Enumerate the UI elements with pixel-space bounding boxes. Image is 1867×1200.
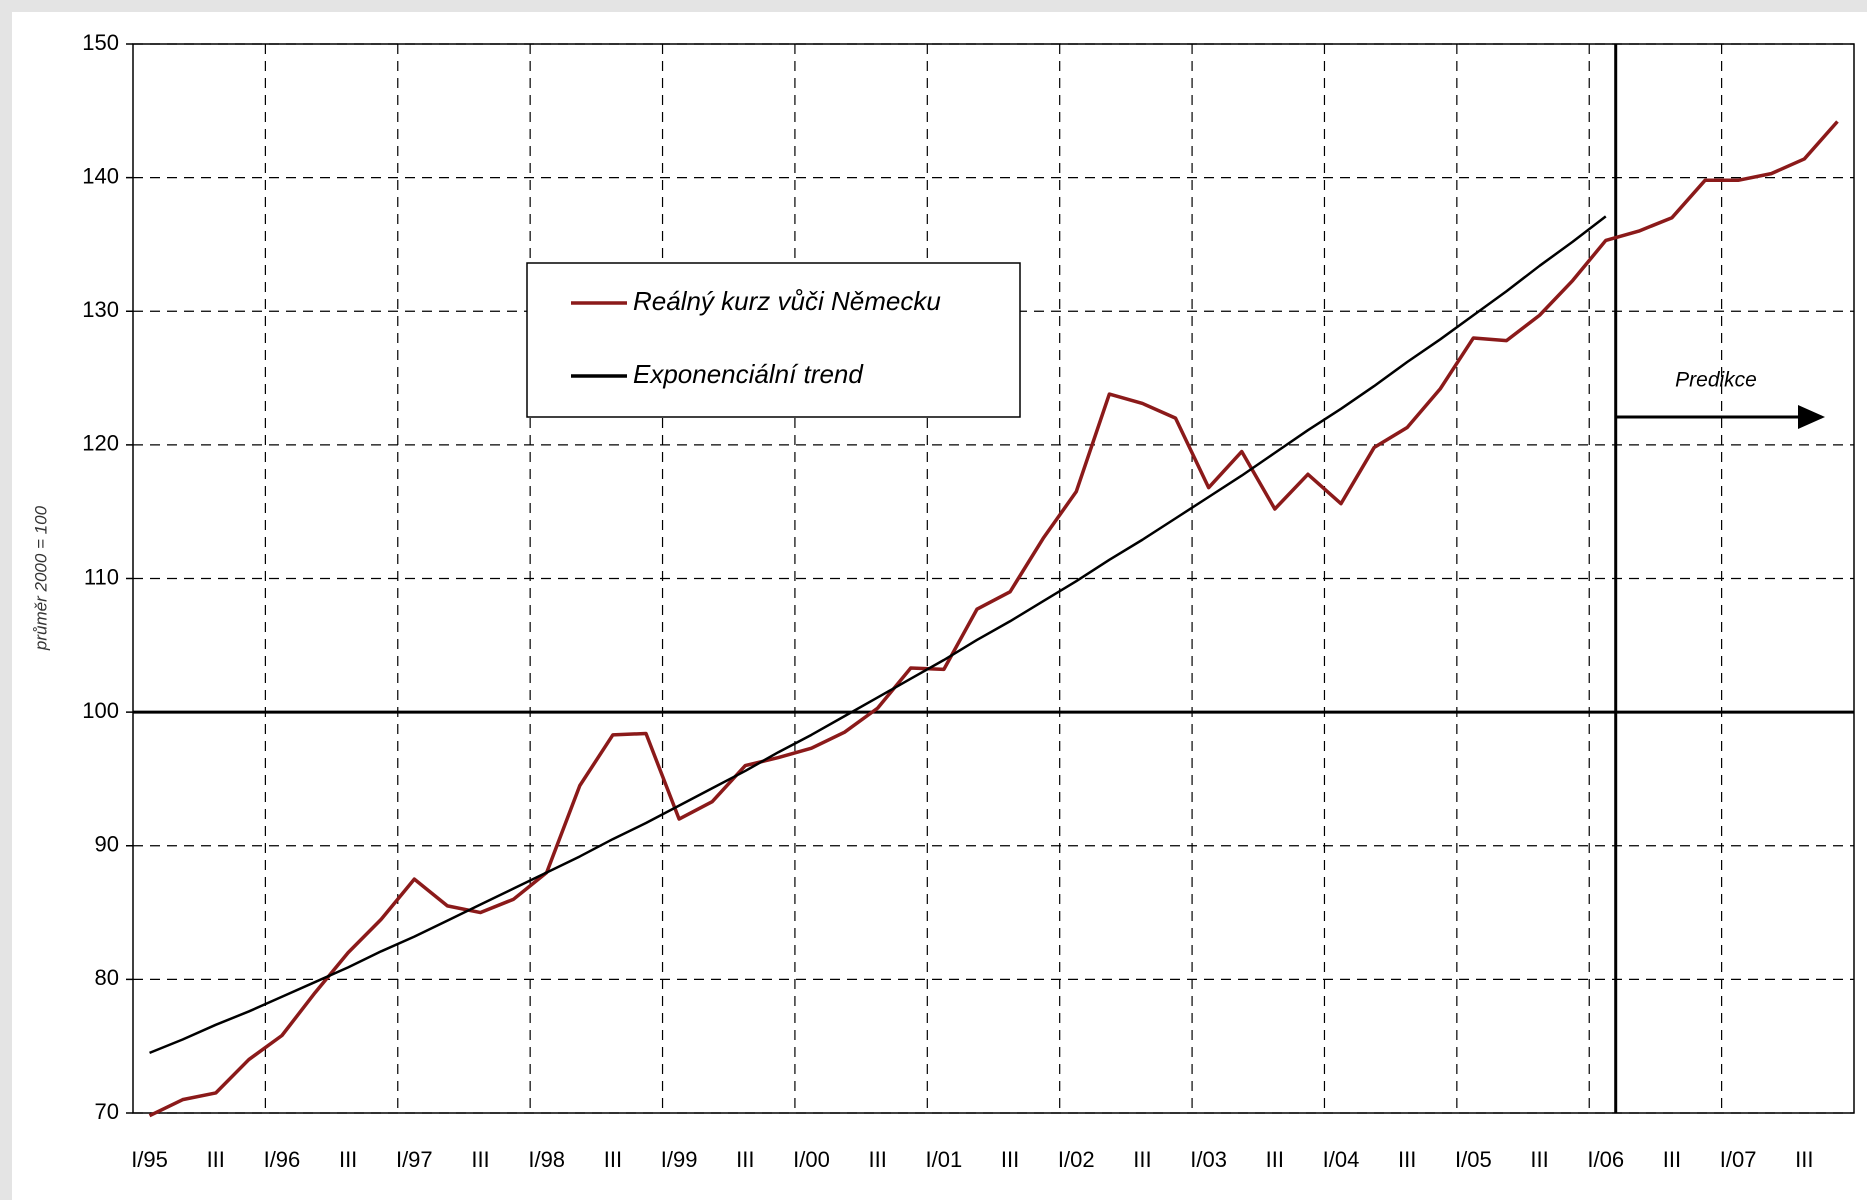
grid: 70 80 90 100 110 120 130 140 150 I/95 III I/96 III I/… — [82, 30, 1855, 1172]
y-tick-label: 70 — [95, 1099, 119, 1124]
y-tick-label: 80 — [95, 965, 119, 990]
x-tick-label: I/03 — [1190, 1147, 1227, 1172]
x-tick-label: III — [868, 1147, 886, 1172]
legend-box — [526, 262, 1021, 418]
annotation: Predikce — [1675, 369, 1757, 392]
series-line — [148, 120, 1839, 1118]
y-tick-label: 100 — [82, 698, 119, 723]
x-tick-label: I/04 — [1323, 1147, 1360, 1172]
x-tick-label: I/06 — [1587, 1147, 1624, 1172]
y-tick-label: 140 — [82, 163, 119, 188]
legend-label: Exponenciální trend — [633, 359, 864, 389]
x-tick-label: I/99 — [661, 1147, 698, 1172]
x-tick-label: III — [1133, 1147, 1151, 1172]
x-tick-label: I/98 — [528, 1147, 565, 1172]
y-tick-label: 120 — [82, 431, 119, 456]
x-tick-label: I/01 — [926, 1147, 963, 1172]
legend: Reálný kurz vůči Německu Exponenciální tr… — [526, 262, 1021, 418]
x-tick-label: I/97 — [396, 1147, 433, 1172]
x-tick-label: I/07 — [1720, 1147, 1757, 1172]
x-tick-label: I/95 — [131, 1147, 168, 1172]
x-tick-label: III — [1266, 1147, 1284, 1172]
x-tick-label: I/05 — [1455, 1147, 1492, 1172]
legend-label: Reálný kurz vůči Německu — [633, 286, 941, 316]
x-tick-label: III — [1530, 1147, 1548, 1172]
x-tick-label: III — [1398, 1147, 1416, 1172]
x-tick-label: III — [207, 1147, 225, 1172]
y-tick-label: 130 — [82, 297, 119, 322]
x-tick-label: III — [339, 1147, 357, 1172]
y-tick-label: 90 — [95, 832, 119, 857]
x-tick-label: III — [471, 1147, 489, 1172]
series-line — [149, 215, 1607, 1055]
y-tick-label: 150 — [82, 30, 119, 55]
x-tick-label: I/96 — [264, 1147, 301, 1172]
y-tick-label: 110 — [84, 564, 119, 589]
x-tick-label: III — [604, 1147, 622, 1172]
x-tick-label: I/02 — [1058, 1147, 1095, 1172]
x-tick-label: III — [1663, 1147, 1681, 1172]
x-tick-label: III — [1001, 1147, 1019, 1172]
y-axis-label: průměr 2000 = 100 — [31, 505, 50, 651]
x-tick-label: I/00 — [793, 1147, 830, 1172]
x-tick-label: III — [1795, 1147, 1813, 1172]
x-tick-label: III — [736, 1147, 754, 1172]
marks: Predikce — [133, 44, 1854, 1118]
